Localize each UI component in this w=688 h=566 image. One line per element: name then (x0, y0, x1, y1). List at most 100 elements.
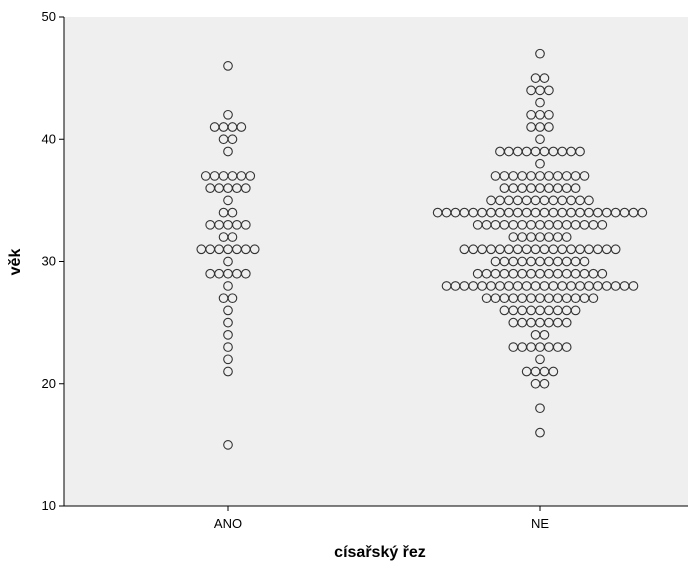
data-point (637, 207, 648, 218)
data-point (579, 256, 590, 267)
data-point (508, 268, 519, 279)
data-point (530, 207, 541, 218)
data-point (552, 317, 563, 328)
data-point (214, 219, 224, 230)
data-point (561, 268, 572, 279)
data-point (526, 109, 536, 120)
data-point (552, 293, 563, 304)
data-point (597, 219, 608, 230)
data-point (490, 171, 501, 181)
data-point (223, 305, 233, 316)
data-point (227, 171, 238, 181)
data-point (468, 281, 479, 291)
data-point (601, 281, 612, 291)
data-point (557, 281, 568, 291)
data-point (535, 109, 545, 120)
data-point (535, 305, 545, 316)
y-axis-ticks: 10 20 30 40 50 (42, 9, 64, 513)
data-point (495, 207, 505, 218)
data-point (481, 293, 492, 304)
data-point (504, 281, 514, 291)
data-point (200, 171, 211, 181)
data-point (227, 232, 238, 242)
data-point (561, 183, 572, 193)
data-point (535, 183, 545, 193)
data-point (214, 183, 224, 193)
data-point (526, 183, 536, 193)
data-point (535, 48, 545, 59)
data-point (561, 317, 572, 328)
data-point (227, 122, 238, 132)
data-point (575, 207, 585, 218)
data-point (517, 342, 528, 352)
data-point (526, 293, 536, 304)
data-point (557, 146, 568, 157)
data-point (539, 146, 550, 157)
data-point (570, 171, 581, 181)
data-point (240, 219, 251, 230)
data-point (486, 195, 496, 206)
data-point (486, 281, 496, 291)
data-point (535, 171, 545, 181)
data-point (619, 207, 630, 218)
data-point (526, 256, 536, 267)
data-point (548, 207, 559, 218)
data-point (499, 293, 510, 304)
data-point (544, 219, 554, 230)
data-point (223, 244, 233, 255)
data-point (535, 342, 545, 352)
data-point (205, 183, 216, 193)
data-point (544, 183, 554, 193)
data-point (223, 195, 233, 206)
data-point (552, 232, 563, 242)
y-tick-label: 50 (42, 9, 56, 24)
data-point (499, 305, 510, 316)
data-point (526, 219, 536, 230)
data-point (209, 122, 220, 132)
data-point (561, 293, 572, 304)
data-point (526, 317, 536, 328)
data-point (544, 232, 554, 242)
data-point (486, 207, 496, 218)
data-point (535, 293, 545, 304)
data-point (544, 171, 554, 181)
data-point (588, 293, 599, 304)
data-point (232, 244, 242, 255)
data-point (521, 281, 532, 291)
data-point (521, 366, 532, 377)
data-point (223, 268, 233, 279)
data-point (508, 317, 519, 328)
data-point (508, 219, 519, 230)
data-point (240, 183, 251, 193)
data-point (517, 171, 528, 181)
y-tick-label: 10 (42, 498, 56, 513)
data-point (561, 232, 572, 242)
data-point (584, 244, 594, 255)
data-point (240, 268, 251, 279)
data-point (218, 232, 229, 242)
data-point (530, 146, 541, 157)
data-point (504, 195, 514, 206)
data-point (552, 183, 563, 193)
data-point (486, 244, 496, 255)
data-point (223, 330, 233, 340)
data-point (570, 293, 581, 304)
data-point (566, 207, 577, 218)
data-point (223, 342, 233, 352)
data-point (477, 207, 488, 218)
data-point (459, 244, 470, 255)
data-point (535, 403, 545, 414)
data-point (526, 342, 536, 352)
data-point (544, 317, 554, 328)
data-point (557, 244, 568, 255)
data-point (526, 171, 536, 181)
data-point (535, 354, 545, 365)
data-point (481, 268, 492, 279)
data-point (535, 97, 545, 108)
data-point (223, 354, 233, 365)
data-point (592, 244, 603, 255)
data-point (468, 244, 479, 255)
data-point (223, 183, 233, 193)
data-point (512, 281, 523, 291)
